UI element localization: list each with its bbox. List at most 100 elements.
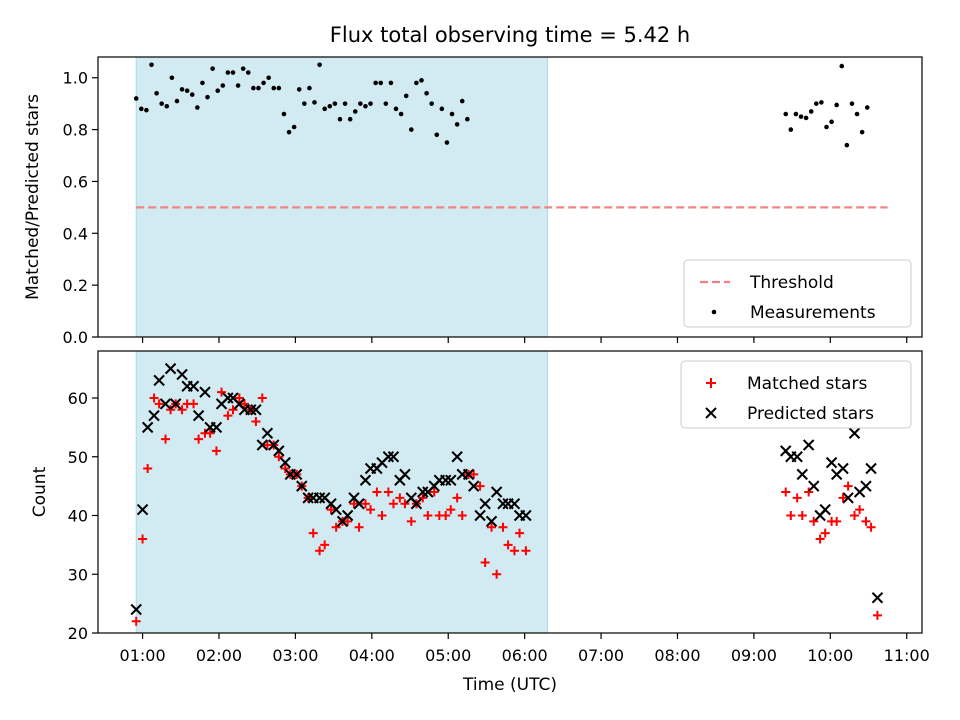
predicted-star-point — [210, 421, 223, 434]
measurement-point — [205, 94, 210, 100]
matched-star-point — [143, 464, 153, 473]
matched-star-point — [354, 522, 364, 532]
matched-star-point — [457, 511, 467, 520]
matched-star-point — [492, 569, 502, 579]
measurement-point — [296, 87, 302, 92]
matched-star-point — [446, 505, 456, 515]
matched-star-point — [850, 511, 860, 520]
measurement-point — [834, 102, 839, 108]
predicted-star-point — [164, 362, 177, 375]
x-tick-label: 11:00 — [884, 646, 930, 665]
matched-star-point — [838, 493, 848, 503]
axes-frame — [97, 56, 923, 338]
measurement-point — [403, 93, 409, 99]
predicted-star-point — [819, 503, 831, 516]
matched-star-point — [239, 399, 249, 409]
measurement-point — [419, 78, 424, 83]
measurement-point — [276, 85, 282, 91]
measurement-point — [302, 101, 307, 106]
measurement-point — [195, 105, 200, 110]
predicted-star-point — [796, 468, 808, 481]
predicted-star-point — [410, 498, 423, 510]
matched-star-point — [331, 522, 341, 532]
predicted-star-point — [153, 374, 165, 387]
ratio-panel: 0.0 0.2 0.4 0.6 0.8 1.0 — [63, 56, 923, 347]
measurement-point — [225, 70, 231, 75]
measurement-point — [332, 101, 338, 106]
measurement-point — [174, 98, 180, 104]
measurement-point — [808, 109, 814, 114]
measurement-point — [261, 80, 266, 86]
legend-label: Threshold — [749, 273, 834, 293]
measurement-point — [144, 107, 149, 113]
matched-star-point — [797, 511, 807, 520]
predicted-star-point — [808, 480, 820, 492]
matched-star-point — [366, 505, 376, 515]
measurement-point — [788, 127, 794, 132]
matched-star-point — [257, 393, 267, 403]
matched-star-point — [418, 493, 428, 503]
matched-star-point — [160, 434, 170, 444]
matched-star-point — [786, 511, 796, 520]
legend-label: Matched stars — [747, 374, 867, 394]
predicted-star-point — [273, 445, 285, 457]
matched-star-point — [383, 487, 393, 497]
count-panel: 20 30 40 50 60 01:00 02:00 03:00 04:00 05:00 06:00… — [68, 350, 930, 665]
predicted-star-point — [148, 409, 160, 422]
measurement-point — [864, 105, 870, 110]
predicted-star-point — [842, 492, 854, 504]
predicted-star-point — [802, 439, 815, 451]
matched-star-point — [406, 516, 416, 526]
predicted-star-point — [359, 474, 372, 486]
predicted-star-point — [302, 492, 314, 504]
measurement-point — [813, 101, 819, 106]
predicted-star-point — [330, 503, 342, 516]
legend-label: Predicted stars — [747, 404, 874, 424]
predicted-star-point — [192, 409, 205, 422]
matched-star-point — [400, 499, 410, 509]
predicted-star-point — [159, 398, 172, 410]
measurement-point — [281, 111, 287, 117]
matched-star-point — [843, 481, 853, 491]
matched-star-point — [866, 522, 876, 532]
y-tick-label: 0.2 — [63, 276, 88, 295]
measurement-point — [378, 80, 384, 86]
predicted-star-point — [387, 451, 400, 463]
matched-star-point — [372, 487, 382, 497]
measurement-point — [408, 127, 414, 132]
predicted-star-point — [382, 451, 395, 463]
predicted-star-point — [497, 498, 509, 510]
predicted-star-point — [290, 468, 303, 481]
matched-star-point — [452, 493, 462, 503]
matched-star-point — [480, 558, 490, 567]
matched-star-point — [131, 616, 141, 626]
measurement-point — [149, 62, 154, 68]
matched-star-point — [388, 499, 398, 509]
measurement-point — [240, 66, 246, 71]
matched-star-point — [360, 499, 370, 509]
measurement-point — [159, 101, 164, 106]
matched-star-point — [855, 505, 865, 515]
x-tick-label: 03:00 — [272, 646, 318, 665]
matched-star-point — [308, 528, 318, 538]
x-tick-label: 09:00 — [731, 646, 777, 665]
measurement-point — [210, 66, 215, 71]
predicted-star-point — [462, 468, 475, 481]
predicted-star-point — [485, 515, 498, 528]
legend-measurement-swatch — [711, 309, 717, 315]
matched-star-point — [503, 540, 513, 550]
predicted-star-point — [508, 498, 521, 510]
predicted-star-point — [871, 592, 884, 604]
measurement-point — [824, 124, 829, 130]
predicted-star-point — [837, 462, 849, 475]
matched-star-point — [205, 428, 215, 438]
predicted-star-point — [825, 456, 838, 469]
measurement-point — [424, 90, 429, 96]
x-tick-label: 07:00 — [578, 646, 624, 665]
measurement-point — [342, 101, 348, 106]
legend-matched-swatch — [706, 378, 716, 388]
measurement-point — [307, 85, 312, 91]
matched-star-point — [861, 516, 871, 526]
y-tick-label: 1.0 — [63, 69, 88, 88]
predicted-star-point — [130, 603, 142, 616]
